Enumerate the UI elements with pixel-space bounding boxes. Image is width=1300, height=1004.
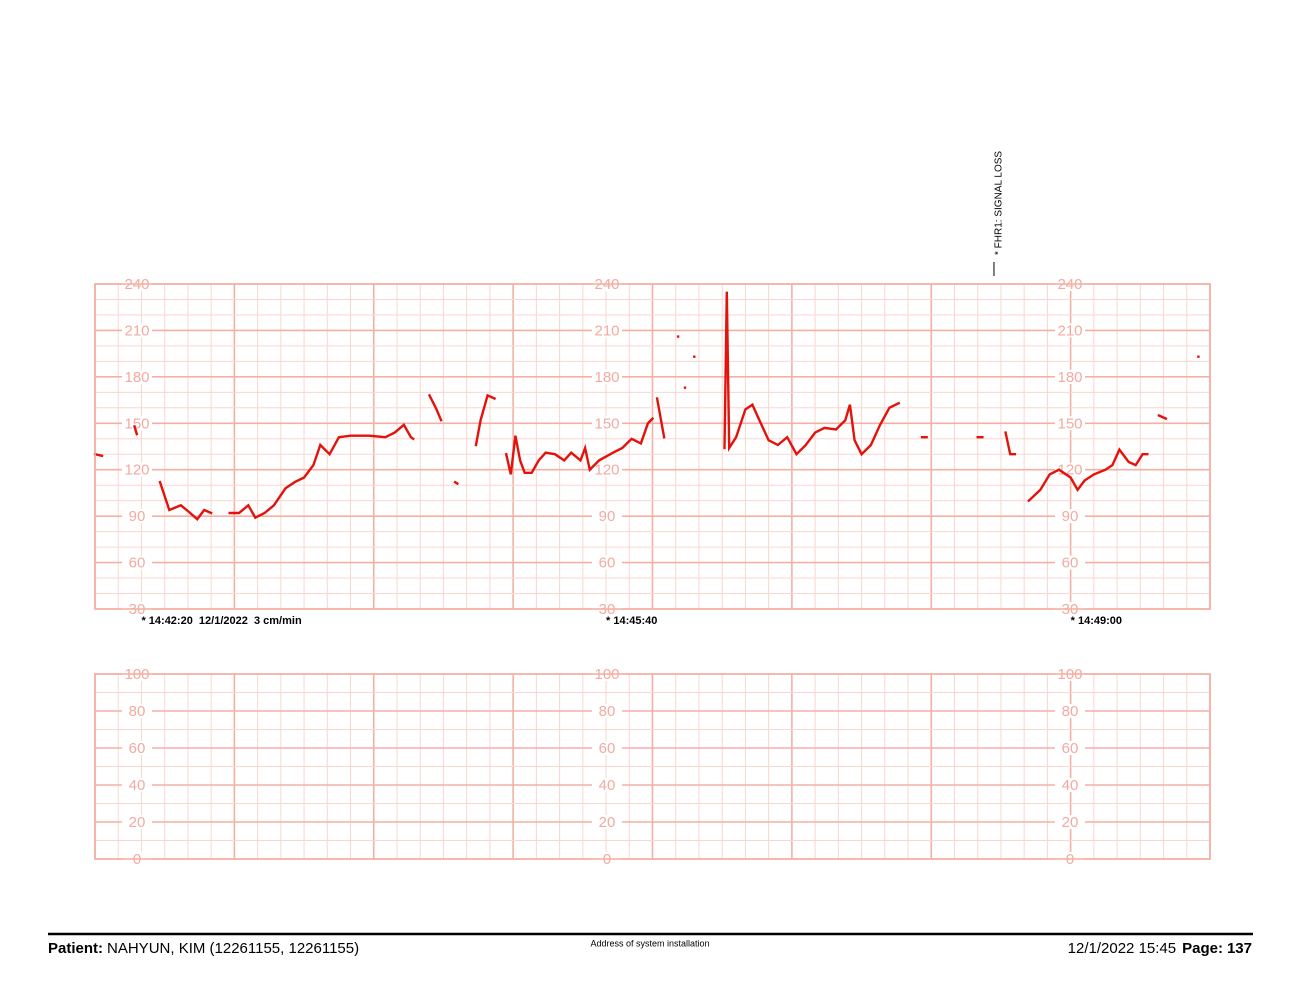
panel-border — [94, 283, 1211, 610]
y-tick-label: 150 — [124, 415, 149, 432]
y-tick-label: 150 — [1057, 415, 1082, 432]
tick-label-bg — [122, 369, 152, 384]
page-number: 137 — [1227, 940, 1252, 957]
y-tick-label: 20 — [599, 814, 616, 831]
y-tick-label: 40 — [129, 777, 146, 794]
panel-border — [94, 673, 1211, 860]
tick-label-bg — [1055, 369, 1085, 384]
y-tick-label: 60 — [599, 555, 616, 572]
tick-label-bg — [592, 741, 622, 755]
y-tick-label: 180 — [1057, 369, 1082, 386]
y-tick-label: 40 — [1062, 777, 1079, 794]
tick-label-bg — [122, 741, 152, 755]
tick-label-bg — [122, 509, 152, 524]
tick-label-bg — [122, 815, 152, 829]
y-tick-label: 150 — [594, 415, 619, 432]
tick-label-bg — [1055, 416, 1085, 431]
y-tick-label: 80 — [599, 703, 616, 720]
y-tick-label: 60 — [599, 740, 616, 757]
y-tick-label: 210 — [594, 322, 619, 339]
y-tick-label: 60 — [129, 740, 146, 757]
y-tick-label: 60 — [1062, 555, 1079, 572]
tick-label-bg — [122, 462, 152, 477]
footer-address: Address of system installation — [590, 938, 709, 948]
tick-label-bg — [592, 555, 622, 570]
y-tick-label: 60 — [129, 555, 146, 572]
tick-label-bg — [592, 462, 622, 477]
tick-label-bg — [592, 778, 622, 792]
y-tick-label: 120 — [124, 462, 149, 479]
event-label: * FHR1: SIGNAL LOSS — [994, 151, 1005, 255]
footer-page: 12/1/2022 15:45 Page: 137 — [1068, 940, 1252, 957]
y-tick-label: 90 — [599, 508, 616, 525]
patient-name: NAHYUN, KIM (12261155, 12261155) — [107, 940, 359, 957]
tick-label-bg — [592, 323, 622, 338]
tick-label-bg — [592, 704, 622, 718]
tick-label-bg — [1055, 778, 1085, 792]
tick-label-bg — [122, 416, 152, 431]
tick-label-bg — [122, 778, 152, 792]
tick-label-bg — [592, 509, 622, 524]
y-tick-label: 20 — [129, 814, 146, 831]
y-tick-label: 80 — [129, 703, 146, 720]
tick-label-bg — [1055, 323, 1085, 338]
y-tick-label: 180 — [594, 369, 619, 386]
tick-label-bg — [1055, 555, 1085, 570]
fhr-trace — [93, 291, 1200, 521]
tick-label-bg — [592, 369, 622, 384]
patient-label: Patient: — [48, 940, 103, 957]
y-tick-label: 90 — [1062, 508, 1079, 525]
tick-label-bg — [1055, 815, 1085, 829]
tick-label-bg — [122, 323, 152, 338]
tick-label-bg — [1055, 741, 1085, 755]
time-annotation: * 14:49:00 — [1071, 615, 1122, 627]
tick-label-bg — [122, 704, 152, 718]
tick-label-bg — [592, 416, 622, 431]
time-annotation: * 14:45:40 — [606, 615, 657, 627]
tick-label-bg — [1055, 509, 1085, 524]
y-tick-label: 210 — [1057, 322, 1082, 339]
print-time: 12/1/2022 15:45 — [1068, 940, 1176, 957]
y-tick-label: 20 — [1062, 814, 1079, 831]
y-tick-label: 90 — [129, 508, 146, 525]
y-tick-label: 80 — [1062, 703, 1079, 720]
y-tick-label: 60 — [1062, 740, 1079, 757]
tick-label-bg — [1055, 704, 1085, 718]
y-tick-label: 210 — [124, 322, 149, 339]
y-tick-label: 40 — [599, 777, 616, 794]
tick-label-bg — [122, 555, 152, 570]
y-tick-label: 180 — [124, 369, 149, 386]
tick-label-bg — [592, 815, 622, 829]
y-tick-label: 120 — [594, 462, 619, 479]
time-annotation: * 14:42:20 12/1/2022 3 cm/min — [141, 615, 301, 627]
footer-patient: Patient: NAHYUN, KIM (12261155, 12261155) — [48, 940, 359, 957]
y-tick-label: 120 — [1057, 462, 1082, 479]
page-label: Page: — [1182, 940, 1223, 957]
